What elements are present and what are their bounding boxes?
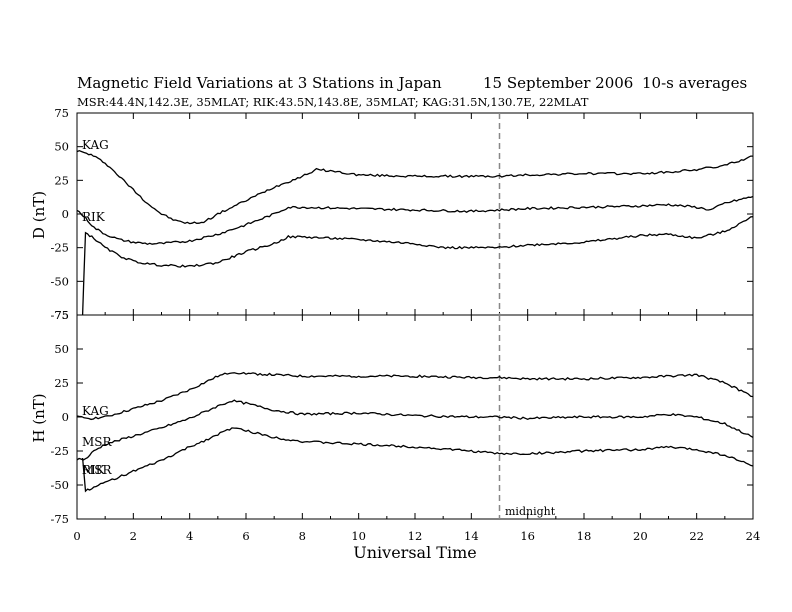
d-label-kag: KAG (82, 138, 109, 152)
chart-title: Magnetic Field Variations at 3 Stations … (77, 74, 442, 92)
h-label-rik: RIK (82, 463, 106, 477)
d-ytick-label: -50 (50, 274, 69, 288)
h-axis-label: H (nT) (30, 393, 48, 442)
x-tick-label: 2 (130, 529, 137, 543)
h-ytick-label: 0 (62, 410, 69, 424)
d-ytick-label: -25 (50, 241, 69, 255)
x-axis-label: Universal Time (353, 543, 476, 562)
d-series-rik (76, 195, 754, 246)
h-panel-frame (76, 314, 754, 520)
midnight-label: midnight (505, 505, 556, 518)
chart-date: 15 September 2006 (483, 74, 633, 92)
d-axis-label: D (nT) (30, 191, 48, 239)
x-tick-label: 20 (633, 529, 648, 543)
h-ytick-label: -25 (50, 444, 69, 458)
chart-averaging: 10-s averages (642, 74, 747, 92)
h-ytick-label: 50 (54, 342, 69, 356)
x-tick-label: 8 (299, 529, 306, 543)
x-tick-label: 18 (577, 529, 592, 543)
d-panel-frame (76, 112, 754, 316)
x-tick-label: 4 (186, 529, 193, 543)
h-series-msr (76, 399, 754, 461)
h-ytick-label: -75 (50, 512, 69, 526)
h-series-kag (76, 371, 754, 421)
h-label-msr: MSR (82, 435, 113, 449)
x-tick-label: 22 (689, 529, 704, 543)
x-tick-label: 16 (520, 529, 535, 543)
d-ytick-label: 25 (54, 173, 69, 187)
x-tick-label: 14 (464, 529, 479, 543)
station-coordinates: MSR:44.4N,142.3E, 35MLAT; RIK:43.5N,143.… (77, 95, 589, 109)
x-tick-label: 24 (746, 529, 761, 543)
h-series-rik (81, 427, 754, 493)
d-series-kag (76, 150, 753, 225)
h-ytick-label: 75 (54, 308, 69, 322)
h-label-kag: KAG (82, 404, 109, 418)
d-series-msr (81, 216, 754, 316)
x-tick-label: 10 (351, 529, 366, 543)
d-ytick-label: 75 (54, 106, 69, 120)
d-ytick-label: -75 (50, 308, 69, 322)
d-ytick-label: 50 (54, 140, 69, 154)
h-ytick-label: 25 (54, 376, 69, 390)
x-tick-label: 6 (242, 529, 249, 543)
x-tick-label: 12 (408, 529, 423, 543)
x-tick-label: 0 (73, 529, 80, 543)
h-label-msr-overlap: MSR (82, 463, 113, 477)
d-ytick-label: 0 (62, 207, 69, 221)
h-ytick-label: -50 (50, 478, 69, 492)
